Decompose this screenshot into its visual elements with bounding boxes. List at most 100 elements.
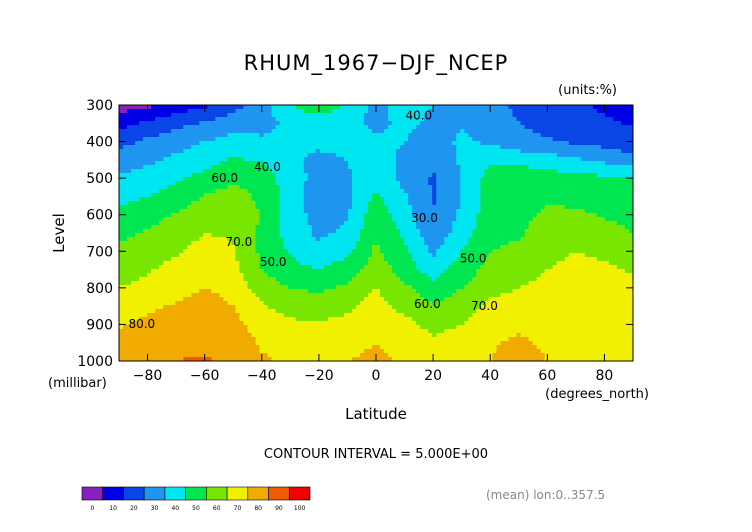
contour-cell (247, 161, 253, 166)
contour-cell (612, 245, 618, 250)
contour-cell (464, 221, 469, 226)
contour-cell (131, 181, 136, 186)
contour-cell (396, 217, 401, 222)
contour-cell (592, 217, 598, 222)
contour-cell (612, 221, 618, 226)
contour-cell (259, 221, 265, 226)
contour-cell (367, 217, 373, 222)
contour-cell (408, 181, 413, 186)
contour-cell (528, 137, 534, 142)
contour-cell (436, 233, 441, 238)
contour-cell (380, 253, 385, 258)
contour-cell (311, 173, 317, 178)
contour-cell (592, 189, 598, 194)
contour-cell (516, 157, 522, 162)
contour-cell (263, 189, 269, 194)
contour-cell (520, 121, 526, 126)
contour-cell (620, 201, 626, 206)
contour-cell (512, 213, 518, 218)
contour-cell (183, 201, 188, 206)
contour-cell (307, 129, 313, 134)
contour-cell (500, 233, 506, 238)
contour-cell (584, 253, 590, 258)
contour-cell (512, 193, 518, 198)
contour-cell (472, 165, 477, 170)
contour-cell (512, 161, 518, 166)
contour-cell (572, 145, 578, 150)
contour-cell (468, 177, 473, 182)
contour-cell (608, 193, 614, 198)
contour-cell (327, 169, 333, 174)
contour-cell (568, 153, 574, 158)
contour-cell (163, 201, 168, 206)
contour-cell (175, 245, 180, 250)
contour-cell (416, 181, 421, 186)
contour-cell (207, 105, 212, 110)
contour-cell (600, 249, 606, 254)
contour-cell (496, 169, 502, 174)
contour-cell (147, 113, 152, 118)
contour-cell (620, 189, 626, 194)
contour-cell (295, 157, 301, 162)
contour-cell (448, 197, 453, 202)
contour-cell (171, 245, 176, 250)
contour-cell (420, 173, 425, 178)
contour-cell (331, 165, 337, 170)
contour-cell (608, 225, 614, 230)
contour-cell (299, 117, 305, 122)
contour-cell (127, 209, 132, 214)
contour-cell (428, 169, 433, 174)
contour-cell (187, 133, 192, 138)
contour-cell (151, 141, 156, 146)
contour-cell (464, 229, 469, 234)
contour-cell (315, 157, 321, 162)
contour-cell (608, 121, 614, 126)
contour-cell (496, 205, 502, 210)
contour-cell (223, 209, 229, 214)
contour-cell (299, 209, 305, 214)
contour-cell (428, 133, 433, 138)
contour-cell (303, 149, 309, 154)
contour-cell (536, 149, 542, 154)
contour-cell (251, 105, 257, 110)
contour-cell (548, 177, 554, 182)
contour-cell (440, 113, 445, 118)
contour-cell (363, 209, 369, 214)
contour-cell (424, 253, 429, 258)
contour-cell (384, 221, 389, 226)
contour-cell (508, 257, 514, 262)
contour-cell (592, 229, 598, 234)
contour-cell (408, 185, 413, 190)
contour-cell (359, 177, 365, 182)
contour-cell (243, 125, 249, 130)
contour-cell (532, 105, 538, 110)
contour-cell (179, 201, 184, 206)
contour-cell (456, 205, 461, 210)
contour-cell (516, 141, 522, 146)
contour-cell (440, 193, 445, 198)
contour-cell (528, 257, 534, 262)
contour-cell (596, 241, 602, 246)
contour-cell (520, 145, 526, 150)
contour-cell (624, 153, 630, 158)
contour-cell (436, 105, 441, 110)
contour-cell (195, 241, 200, 246)
contour-cell (287, 181, 293, 186)
contour-cell (135, 249, 140, 254)
contour-cell (191, 161, 196, 166)
contour-cell (235, 133, 241, 138)
contour-cell (404, 117, 409, 122)
contour-cell (480, 105, 486, 110)
contour-cell (339, 205, 345, 210)
contour-cell (524, 153, 530, 158)
contour-cell (263, 209, 269, 214)
contour-cell (263, 229, 269, 234)
contour-cell (155, 177, 160, 182)
contour-cell (199, 185, 204, 190)
contour-cell (267, 245, 273, 250)
contour-cell (239, 113, 245, 118)
contour-cell (207, 253, 212, 258)
contour-cell (472, 149, 477, 154)
contour-cell (492, 189, 498, 194)
contour-cell (279, 181, 285, 186)
